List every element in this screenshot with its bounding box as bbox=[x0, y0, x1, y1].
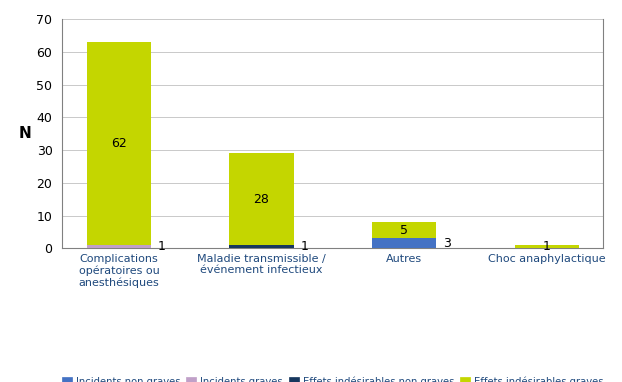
Bar bbox=[372, 238, 436, 248]
Text: 1: 1 bbox=[158, 240, 166, 253]
Bar bbox=[87, 42, 151, 245]
Text: 1: 1 bbox=[543, 240, 550, 253]
Text: 28: 28 bbox=[254, 193, 269, 206]
Legend: Incidents non graves, Incidents graves, Effets indésirables non graves, Effets i: Incidents non graves, Incidents graves, … bbox=[58, 372, 608, 382]
Text: 62: 62 bbox=[111, 137, 127, 150]
Text: 5: 5 bbox=[400, 224, 408, 237]
Bar bbox=[514, 245, 578, 248]
Bar bbox=[87, 245, 151, 248]
Text: 1: 1 bbox=[300, 240, 309, 253]
Bar bbox=[230, 153, 294, 245]
Y-axis label: N: N bbox=[19, 126, 32, 141]
Text: 3: 3 bbox=[443, 237, 451, 250]
Bar bbox=[372, 222, 436, 238]
Bar bbox=[230, 245, 294, 248]
